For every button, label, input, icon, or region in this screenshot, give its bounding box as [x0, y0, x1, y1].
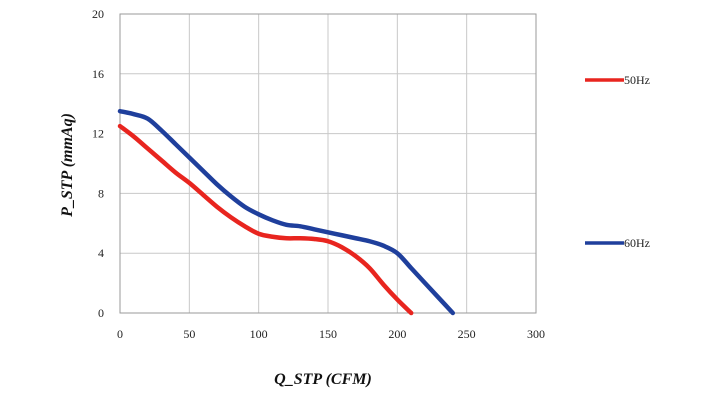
y-tick-label-3: 12 [92, 127, 104, 141]
y-axis-title: P_STP (mmAq) [59, 113, 76, 218]
series-line-50hz [117, 123, 414, 316]
x-axis-title: Q_STP (CFM) [274, 371, 372, 388]
legend-item-60hz: 60Hz [585, 236, 650, 250]
plot-frame [119, 13, 537, 314]
legend-label-50hz: 50Hz [624, 73, 650, 87]
tick-labels: 0 50 100 150 200 250 300 0 4 8 12 16 20 [92, 7, 545, 341]
y-tick-label-0: 0 [98, 306, 104, 320]
x-tick-label-4: 200 [388, 327, 406, 341]
x-tick-label-2: 100 [250, 327, 268, 341]
legend-item-50hz: 50Hz [585, 73, 650, 87]
y-tick-label-2: 8 [98, 186, 104, 200]
x-tick-label-3: 150 [319, 327, 337, 341]
grid-lines [119, 13, 537, 314]
x-tick-label-1: 50 [183, 327, 195, 341]
series-line-60hz [117, 108, 456, 316]
y-tick-label-4: 16 [92, 67, 104, 81]
legend: 50Hz 60Hz [585, 73, 650, 250]
legend-label-60hz: 60Hz [624, 236, 650, 250]
series-layer [117, 108, 456, 316]
x-tick-label-5: 250 [458, 327, 476, 341]
x-tick-label-0: 0 [117, 327, 123, 341]
x-tick-label-6: 300 [527, 327, 545, 341]
y-tick-label-1: 4 [98, 246, 104, 260]
y-tick-label-5: 20 [92, 7, 104, 21]
